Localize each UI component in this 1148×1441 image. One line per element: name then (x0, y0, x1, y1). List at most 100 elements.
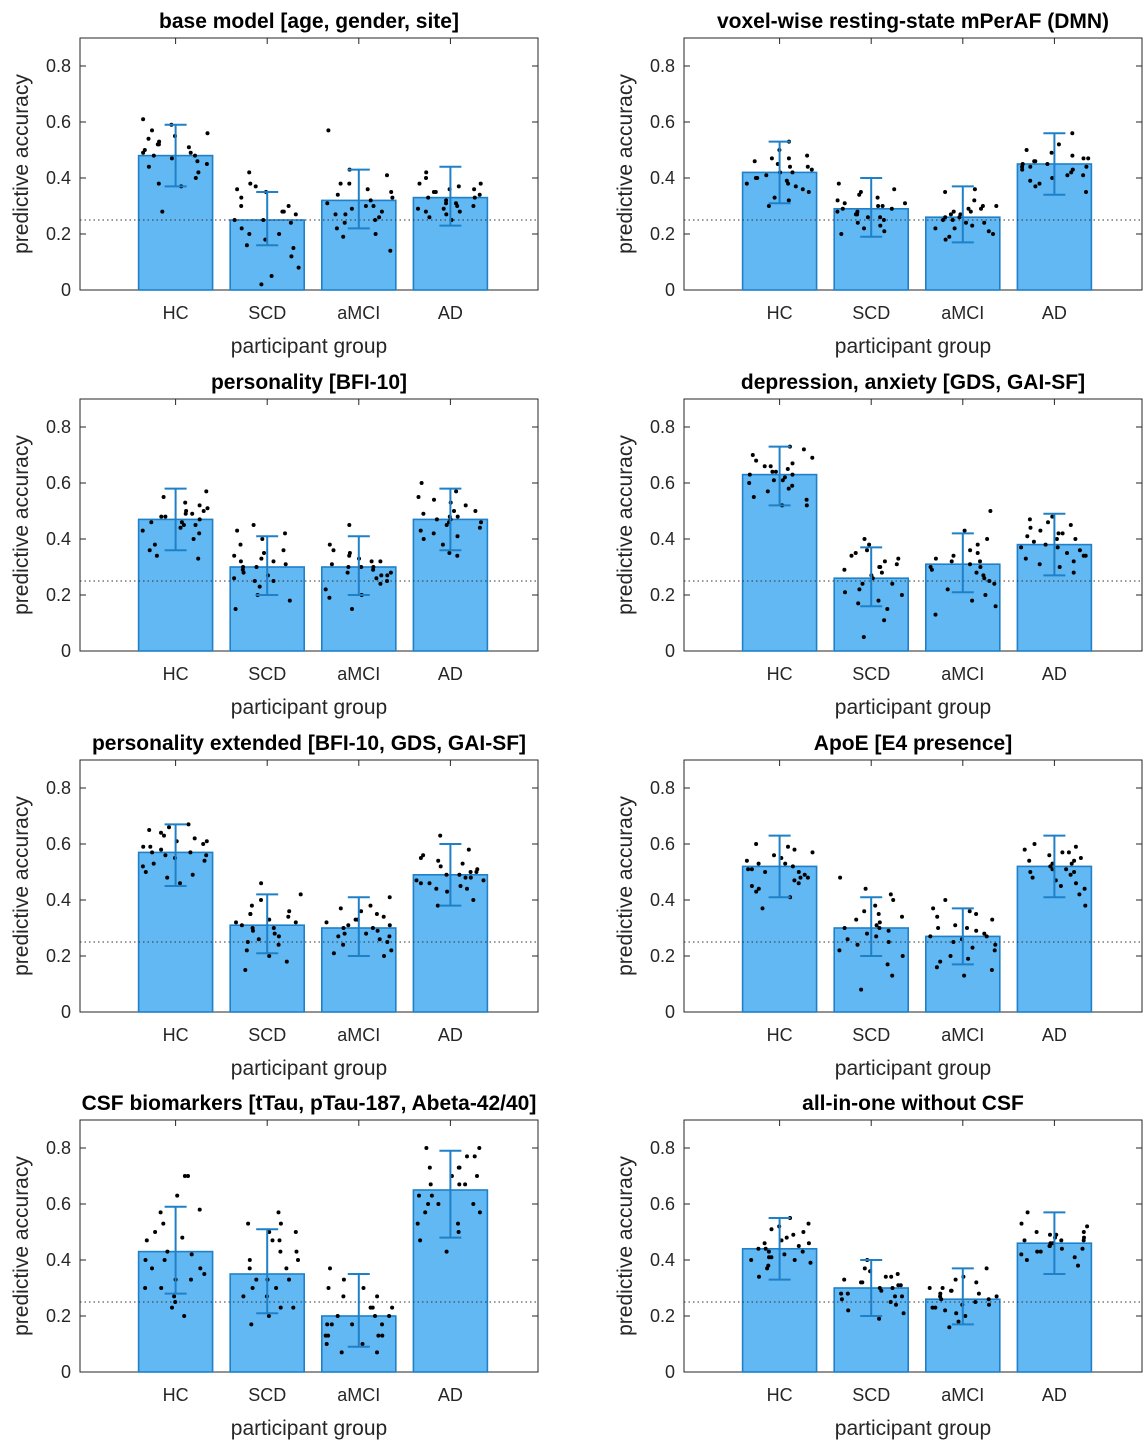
data-point (984, 934, 989, 939)
data-point (272, 931, 277, 936)
error-bar (860, 896, 883, 957)
data-point (894, 1302, 898, 1307)
chart-title: ApoE [E4 presence] (814, 732, 1012, 755)
data-point (371, 565, 376, 569)
data-point (877, 926, 882, 930)
data-point (161, 495, 166, 499)
data-point (749, 1258, 754, 1262)
data-point (472, 1154, 477, 1159)
data-point (806, 1221, 811, 1226)
data-point (974, 928, 979, 933)
data-point (418, 881, 423, 886)
data-point (143, 1286, 148, 1290)
data-point (156, 181, 161, 186)
data-point (296, 265, 301, 270)
data-point (232, 218, 237, 222)
x-tick-label: aMCI (337, 303, 380, 323)
data-point (890, 581, 895, 586)
error-bar (164, 1205, 187, 1295)
data-point (974, 912, 979, 916)
data-point (1078, 856, 1083, 860)
data-point (341, 1277, 346, 1282)
data-point (241, 565, 246, 569)
data-point (1046, 520, 1050, 525)
data-point (903, 201, 907, 206)
data-point (375, 1294, 380, 1299)
data-point (163, 514, 168, 519)
data-point (198, 1266, 203, 1271)
data-point (424, 170, 429, 175)
error-bar (164, 123, 187, 188)
data-point (993, 942, 998, 947)
y-axis-label: predictive accuracy (10, 435, 33, 615)
axes-box (683, 398, 1143, 652)
data-point (1085, 1224, 1090, 1229)
error-bar (439, 1149, 462, 1239)
data-point (934, 965, 939, 970)
data-point (428, 1182, 433, 1187)
data-point (193, 523, 198, 527)
data-point (150, 850, 155, 855)
data-point (808, 1260, 813, 1265)
data-point (1086, 156, 1091, 161)
data-point (160, 209, 165, 214)
data-point (766, 1263, 771, 1268)
data-point (329, 1322, 334, 1327)
x-tick-label: SCD (248, 1025, 286, 1045)
data-point (933, 226, 938, 231)
y-tick-label: 0.2 (650, 224, 675, 244)
data-point (840, 206, 845, 211)
data-point (429, 1193, 434, 1198)
data-point (294, 1249, 299, 1254)
data-point (373, 232, 378, 236)
data-point (293, 1230, 298, 1234)
data-point (901, 1311, 906, 1316)
data-point (298, 892, 303, 897)
data-point (259, 556, 264, 561)
data-point (876, 598, 881, 603)
data-point (463, 1182, 468, 1187)
data-point (796, 870, 801, 874)
data-point (1028, 870, 1033, 874)
data-point (1019, 545, 1024, 550)
data-point (782, 1252, 787, 1257)
data-point (978, 565, 983, 569)
data-point (1032, 842, 1037, 846)
data-point (287, 1277, 291, 1282)
data-point (455, 514, 460, 519)
data-point (327, 595, 332, 600)
data-point (452, 509, 456, 513)
data-point (1057, 565, 1062, 569)
data-point (877, 1316, 882, 1321)
data-point (481, 878, 486, 883)
data-point (250, 926, 255, 930)
data-point (754, 842, 759, 846)
data-point (1022, 847, 1027, 852)
x-tick-label: AD (438, 303, 463, 323)
data-point (385, 573, 390, 578)
axes-box (79, 398, 539, 652)
data-point (435, 903, 440, 908)
data-point (756, 861, 761, 866)
data-point (804, 503, 809, 508)
data-point (444, 1249, 449, 1254)
data-point (232, 576, 237, 581)
data-point (962, 973, 967, 978)
data-point (763, 870, 768, 874)
data-point (802, 872, 807, 877)
data-point (170, 1305, 174, 1310)
data-point (1082, 1235, 1086, 1240)
data-point (1065, 173, 1070, 178)
data-point (964, 220, 968, 225)
data-point (860, 581, 865, 586)
data-point (338, 181, 343, 186)
data-point (465, 1154, 469, 1159)
data-point (1050, 514, 1055, 519)
data-point (359, 909, 364, 914)
data-point (1066, 850, 1071, 855)
error-bar (951, 185, 974, 244)
data-point (471, 1202, 476, 1206)
data-point (191, 537, 196, 541)
data-point (235, 187, 240, 192)
data-point (454, 201, 458, 206)
